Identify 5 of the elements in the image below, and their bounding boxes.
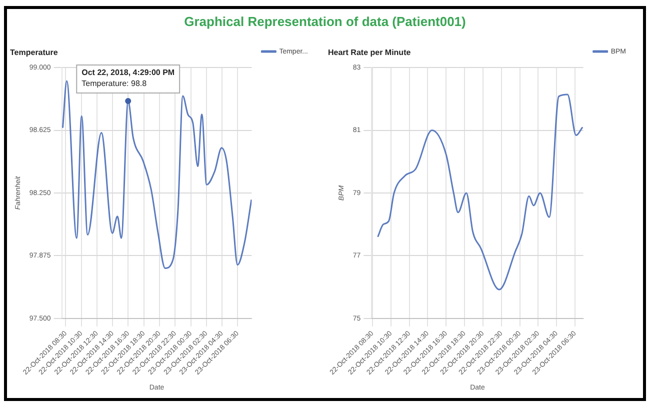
annotation: Oct 22, 2018, 4:29:00 PM Temperature: 98.8 <box>82 68 175 88</box>
line-series <box>377 94 584 290</box>
chart-subtitle: Heart Rate per Minute <box>328 48 412 58</box>
text: Graphical Representation of data (Patient001) <box>183 14 467 29</box>
chart-subtitle: Temperature <box>10 48 58 58</box>
